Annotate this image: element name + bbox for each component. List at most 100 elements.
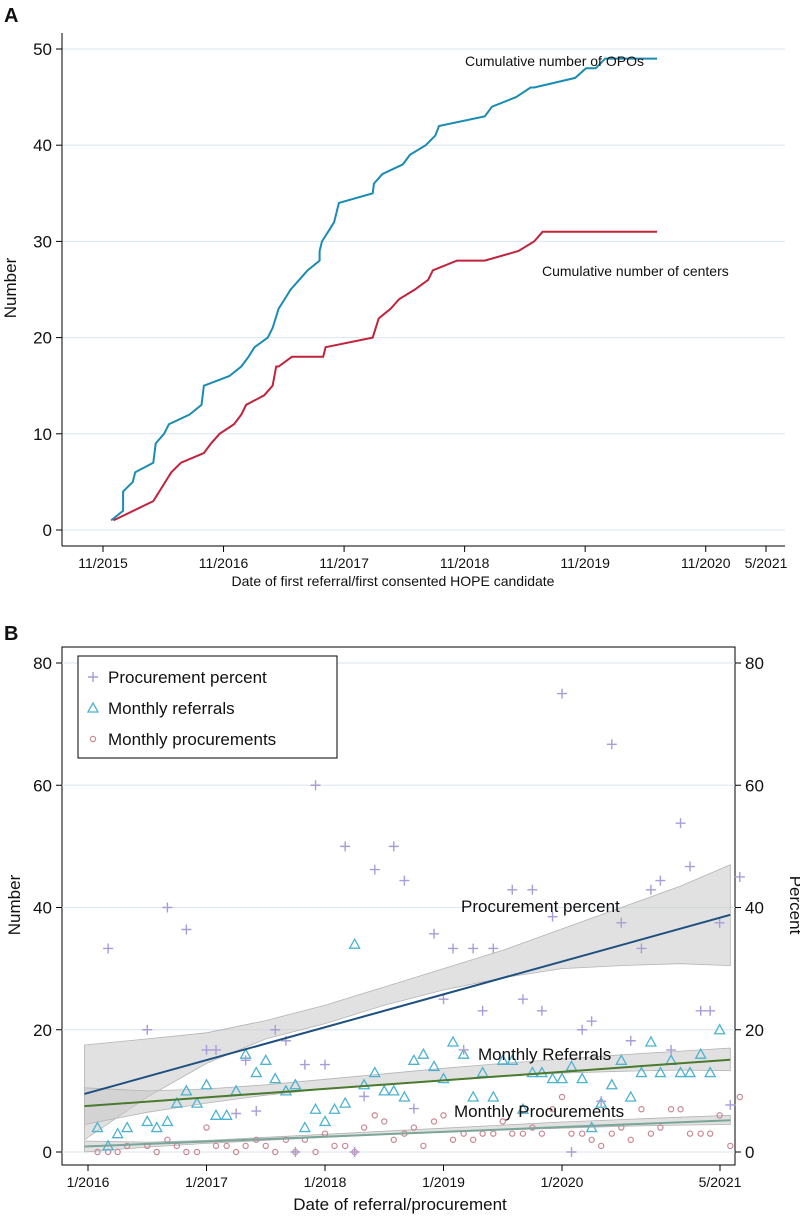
legend-circle-icon: [89, 735, 97, 743]
procurement-point: [627, 1136, 634, 1143]
procurement-point: [183, 1148, 190, 1156]
procurement-point: [449, 1136, 457, 1143]
panel-a-series-line-0: [110, 57, 658, 522]
referral-point: [378, 1084, 391, 1096]
referral-point: [328, 1102, 341, 1114]
procurement-point: [736, 1093, 743, 1101]
procurement-point: [697, 1130, 704, 1137]
panel-b-label: B: [4, 623, 18, 645]
referral-point: [259, 1053, 272, 1065]
procurement-point: [499, 1118, 506, 1125]
percent-point: [596, 1096, 607, 1107]
procurement-point: [371, 1112, 378, 1119]
panel-a-axes: 0 10 20 30 40 50 11/2015 11/2016 11/2017 11/2018 1…: [33, 33, 788, 571]
panel-a-y-tick-label: 30: [33, 232, 52, 251]
panel-b-y-tick-label: 0: [43, 1143, 52, 1162]
procurement-point: [123, 1142, 131, 1150]
legend-plus-icon: [88, 672, 98, 682]
referral-point: [704, 1066, 717, 1078]
percent-point: [349, 1147, 360, 1157]
percent-point: [181, 924, 192, 935]
procurement-point: [568, 1130, 575, 1137]
procurement-point: [538, 1130, 546, 1137]
legend: Procurement percent Monthly referrals Mo…: [77, 655, 338, 759]
panel-a-y-tick-label: 50: [33, 40, 52, 59]
legend-entry-procurement-percent: Procurement percent: [108, 668, 267, 687]
procurement-point: [578, 1130, 586, 1137]
fit-label-procurement-percent: Procurement percent: [461, 897, 620, 916]
panel-b-y2-tick-label: 20: [745, 1021, 764, 1040]
referral-point: [605, 1078, 618, 1090]
referral-point: [506, 1053, 519, 1065]
fit-label-monthly-procurements: Monthly Procurements: [454, 1102, 624, 1121]
legend-triangle-icon: [86, 701, 100, 713]
procurement-point: [360, 1124, 368, 1131]
procurement-point: [341, 1142, 349, 1150]
procurement-point: [638, 1106, 645, 1113]
percent-point: [507, 884, 518, 895]
percent-point: [408, 1103, 419, 1114]
percent-point: [625, 1035, 636, 1046]
referral-point: [595, 1096, 608, 1108]
percent-point: [388, 841, 399, 852]
panel-a-x-tick-label: 11/2015: [78, 555, 128, 571]
referral-point: [427, 1060, 441, 1072]
ci-band-2: [84, 1114, 731, 1153]
panel-b: B 0 0 20 20 40 40 60 60 80 80 1/2016 1/2017 1/2018 1/…: [4, 623, 800, 1214]
referral-point: [121, 1121, 134, 1133]
percent-point: [714, 917, 725, 928]
referral-point: [358, 1078, 371, 1090]
percent-point: [162, 902, 173, 913]
procurement-point: [727, 1142, 734, 1150]
procurement-point: [212, 1142, 220, 1150]
panel-b-y-tick-label: 80: [33, 654, 52, 673]
referral-point: [615, 1053, 628, 1065]
panel-b-x-tick-label: 1/2016: [67, 1174, 110, 1190]
referral-point: [309, 1102, 322, 1114]
percent-point: [666, 1044, 677, 1055]
referral-point: [190, 1096, 204, 1108]
legend-entry-monthly-procurements: Monthly procurements: [108, 730, 276, 749]
percent-point: [536, 1005, 547, 1016]
referral-point: [339, 1096, 352, 1108]
panel-a: A 0 10 20 30 40 50 11/2015 11/2016 11/2017 11/201…: [1, 5, 788, 589]
procurement-point: [410, 1124, 418, 1131]
panel-a-y-tick-label: 20: [33, 329, 52, 348]
percent-point: [290, 1147, 301, 1157]
percent-point: [142, 1024, 153, 1035]
panel-a-label: A: [4, 5, 18, 27]
referral-point: [91, 1121, 104, 1133]
percent-point: [586, 1016, 597, 1027]
procurement-point: [519, 1130, 527, 1137]
referral-point: [526, 1066, 539, 1078]
procurement-point: [677, 1106, 684, 1113]
procurement-point: [203, 1124, 210, 1131]
panel-b-y2-label: Percent: [786, 876, 800, 935]
percent-point: [320, 1059, 331, 1070]
procurement-point: [657, 1124, 664, 1131]
procurement-point: [588, 1136, 595, 1143]
percent-point: [359, 1091, 370, 1102]
procurement-point: [608, 1130, 616, 1137]
percent-point: [429, 928, 440, 939]
percent-point: [527, 884, 538, 895]
percent-point: [210, 1044, 221, 1055]
referral-point: [220, 1108, 233, 1120]
panel-a-x-tick-label: 11/2018: [440, 555, 490, 571]
panel-b-y-tick-label: 40: [33, 899, 52, 918]
panel-b-y2-tick-label: 0: [745, 1143, 754, 1162]
fit-line-2: [84, 1119, 731, 1148]
percent-point: [468, 943, 479, 954]
referral-point: [535, 1066, 548, 1078]
panel-a-series: [110, 57, 658, 522]
fit-line-1: [84, 1058, 731, 1108]
referral-point: [644, 1035, 658, 1047]
panel-b-y-label: Number: [5, 874, 24, 935]
referral-point: [555, 1072, 569, 1084]
procurement-point: [94, 1148, 101, 1156]
percent-point: [103, 943, 114, 954]
procurement-point: [430, 1118, 438, 1125]
panel-b-y2-tick-label: 80: [745, 654, 764, 673]
panel-a-x-tick-label: 11/2016: [199, 555, 249, 571]
fit-label-monthly-referrals: Monthly Referrals: [478, 1045, 611, 1064]
